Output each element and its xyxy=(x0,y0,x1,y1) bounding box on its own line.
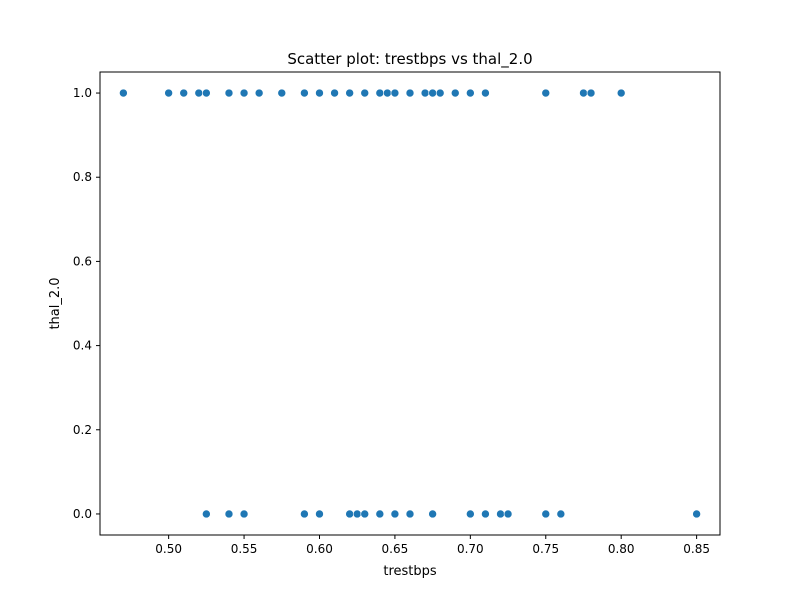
data-point-34 xyxy=(352,509,362,519)
x-tick-label: 0.60 xyxy=(306,542,333,556)
data-point-1 xyxy=(164,88,173,98)
y-axis-label: thal_2.0 xyxy=(48,277,63,329)
x-tick-label: 0.75 xyxy=(532,542,559,556)
x-tick-label: 0.50 xyxy=(155,542,182,556)
data-point-30 xyxy=(239,509,249,519)
chart-title: Scatter plot: trestbps vs thal_2.0 xyxy=(287,50,532,69)
data-point-42 xyxy=(496,509,505,519)
data-point-27 xyxy=(616,88,626,98)
data-point-36 xyxy=(375,509,385,519)
plot-area xyxy=(99,71,721,536)
data-point-12 xyxy=(345,88,354,98)
y-tick-label: 1.0 xyxy=(73,86,92,100)
data-point-13 xyxy=(360,88,370,98)
data-point-3 xyxy=(194,88,204,98)
data-point-43 xyxy=(503,509,513,519)
data-points xyxy=(119,88,701,519)
x-axis-ticks: 0.50 0.55 0.60 0.65 0.70 0.75 0.80 0.85 xyxy=(155,535,710,556)
data-point-16 xyxy=(390,88,400,98)
data-point-25 xyxy=(579,88,588,98)
data-point-26 xyxy=(586,88,596,98)
data-point-21 xyxy=(450,88,460,98)
data-point-11 xyxy=(330,88,339,98)
x-tick-label: 0.85 xyxy=(683,542,710,556)
data-point-38 xyxy=(405,509,415,519)
data-point-19 xyxy=(428,88,437,98)
data-point-39 xyxy=(428,509,437,519)
data-point-28 xyxy=(202,509,211,519)
data-point-22 xyxy=(466,88,475,98)
data-point-17 xyxy=(405,88,415,98)
y-tick-label: 0.8 xyxy=(73,170,92,184)
data-point-23 xyxy=(481,88,490,98)
y-axis-ticks: 0.0 0.2 0.4 0.6 0.8 1.0 xyxy=(73,86,100,521)
data-point-9 xyxy=(300,88,309,98)
data-point-35 xyxy=(360,509,370,519)
data-point-7 xyxy=(254,88,264,98)
data-point-46 xyxy=(692,509,701,519)
x-tick-label: 0.70 xyxy=(457,542,484,556)
data-point-29 xyxy=(224,509,234,519)
data-point-41 xyxy=(481,509,490,519)
data-point-37 xyxy=(390,509,400,519)
data-point-5 xyxy=(224,88,234,98)
x-tick-label: 0.80 xyxy=(608,542,635,556)
x-tick-label: 0.55 xyxy=(231,542,258,556)
data-point-45 xyxy=(556,509,566,519)
data-point-33 xyxy=(345,509,354,519)
data-point-24 xyxy=(541,88,551,98)
data-point-14 xyxy=(375,88,385,98)
data-point-20 xyxy=(435,88,445,98)
data-point-18 xyxy=(420,88,430,98)
data-point-4 xyxy=(202,88,211,98)
data-point-31 xyxy=(300,509,309,519)
y-tick-label: 0.6 xyxy=(73,254,92,268)
x-tick-label: 0.65 xyxy=(382,542,409,556)
data-point-6 xyxy=(239,88,249,98)
data-point-32 xyxy=(315,509,324,519)
y-tick-label: 0.4 xyxy=(73,339,92,353)
data-point-8 xyxy=(277,88,287,98)
x-axis-label: trestbps xyxy=(383,564,437,579)
data-point-44 xyxy=(541,509,551,519)
data-point-2 xyxy=(179,88,189,98)
data-point-0 xyxy=(119,88,128,98)
y-tick-label: 0.2 xyxy=(73,423,92,437)
data-point-15 xyxy=(383,88,392,98)
data-point-40 xyxy=(466,509,475,519)
y-tick-label: 0.0 xyxy=(73,507,92,521)
data-point-10 xyxy=(315,88,324,98)
